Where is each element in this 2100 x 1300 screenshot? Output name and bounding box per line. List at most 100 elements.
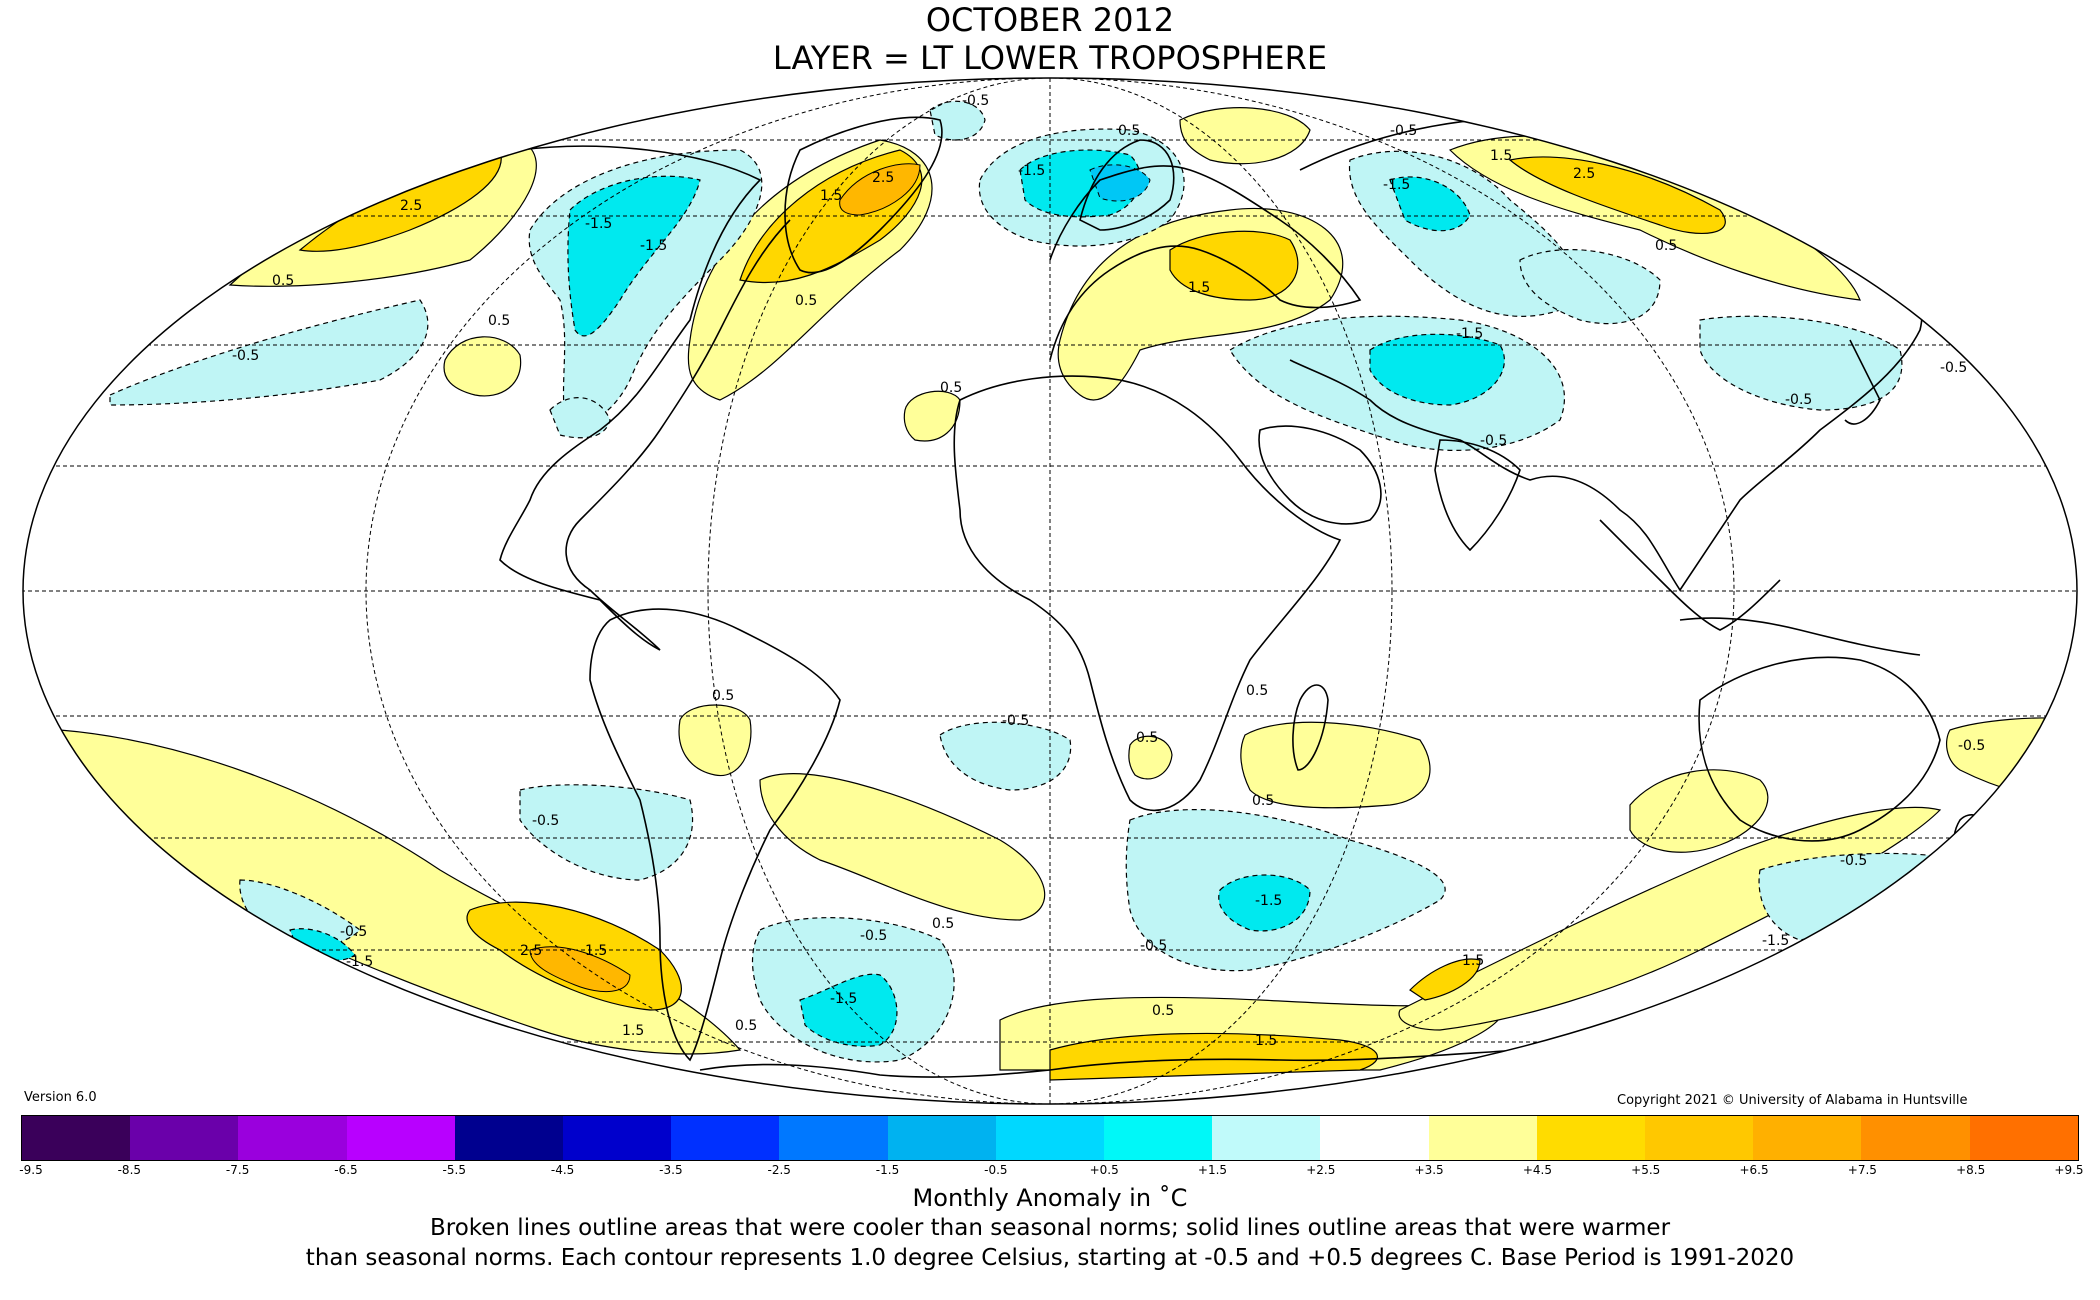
contour-label: -1.5 xyxy=(640,238,667,254)
contour-label: 0.5 xyxy=(488,313,510,329)
contour-label: 2.5 xyxy=(872,170,894,186)
colorbar-tick: +5.5 xyxy=(1631,1163,1661,1177)
contour-label: 1.5 xyxy=(622,1023,644,1039)
caption-line-2: than seasonal norms. Each contour repres… xyxy=(305,1245,1795,1271)
colorbar-tick: +4.5 xyxy=(1522,1163,1552,1177)
colorbar-cell xyxy=(1861,1116,1970,1160)
colorbar-label: Monthly Anomaly in ˚C xyxy=(912,1184,1188,1212)
coast-australia xyxy=(1698,656,1941,842)
cool-region-arctic xyxy=(929,100,986,141)
cool-region-north-pacific xyxy=(109,299,429,406)
colorbar-tick: -4.5 xyxy=(550,1163,575,1177)
colorbar-cell xyxy=(779,1116,888,1160)
contour-label: -0.5 xyxy=(1480,433,1507,449)
colorbar-tick: -6.5 xyxy=(334,1163,358,1177)
contour-label: 0.5 xyxy=(795,293,817,309)
contour-label: -1.5 xyxy=(1383,177,1410,193)
contour-label: 0.5 xyxy=(735,1018,757,1034)
contour-label: 0.5 xyxy=(1655,238,1677,254)
colorbar-cell xyxy=(1212,1116,1321,1160)
coast-africa xyxy=(953,375,1342,812)
colorbar-cell xyxy=(1104,1116,1213,1160)
colorbar-tick: +8.5 xyxy=(1956,1163,1986,1177)
colorbar-cell xyxy=(1536,1116,1646,1160)
warm-region-antarctic-core xyxy=(1049,1032,1379,1081)
colorbar-tick: +6.5 xyxy=(1739,1163,1769,1177)
contour-label: -1.5 xyxy=(1018,163,1045,179)
anomaly-map: 2.5 0.5 -0.5 0.5 -1.5 -1.5 1.5 2.5 0.5 -… xyxy=(22,77,2078,1105)
colorbar-tick: -9.5 xyxy=(19,1163,43,1177)
cool-region-gulf xyxy=(549,397,611,439)
caption-line-1: Broken lines outline areas that were coo… xyxy=(429,1215,1671,1241)
contour-label: 2.5 xyxy=(1573,166,1595,182)
contour-label: -0.5 xyxy=(232,348,259,364)
colorbar-tick: +2.5 xyxy=(1306,1163,1336,1177)
colorbar-tick: -8.5 xyxy=(117,1163,142,1177)
coast-new-zealand xyxy=(1953,814,1986,857)
coast-south-america xyxy=(589,608,841,1062)
warm-region-scandinavia xyxy=(1179,107,1311,165)
colorbar-tick: -3.5 xyxy=(659,1163,683,1177)
coast-japan xyxy=(1844,339,1881,425)
map-subtitle: LAYER = LT LOWER TROPOSPHERE xyxy=(772,39,1328,77)
contour-label: -0.5 xyxy=(532,813,559,829)
coast-arabia xyxy=(1258,425,1382,525)
contour-label: 0.5 xyxy=(272,273,294,289)
cool-region-east-siberia xyxy=(1519,249,1661,325)
contour-label: 0.5 xyxy=(1246,683,1268,699)
colorbar-cell xyxy=(22,1116,131,1160)
colorbar-tick: +1.5 xyxy=(1197,1163,1228,1177)
cool-region-south-america-east xyxy=(519,784,694,881)
colorbar-ticks: -9.5 -8.5 -7.5 -6.5 -5.5 -4.5 -3.5 -2.5 -1.5 -0.5… xyxy=(19,1163,2083,1183)
contour-label: -0.5 xyxy=(1958,738,1985,754)
warm-region-madagascar xyxy=(1240,721,1431,809)
contour-label: 0.5 xyxy=(1152,1003,1174,1019)
version-label: Version 6.0 xyxy=(24,1090,97,1105)
coast-greenland xyxy=(784,116,943,274)
warm-region-australia xyxy=(1629,769,1769,853)
colorbar-cell xyxy=(346,1116,455,1160)
contour-label: -1.5 xyxy=(1255,893,1282,909)
colorbar-cell xyxy=(1753,1116,1862,1160)
contour-label: -0.5 xyxy=(1840,853,1867,869)
coast-indonesia xyxy=(1679,617,1921,656)
contour-label: 0.5 xyxy=(1136,730,1158,746)
coast-india xyxy=(1434,439,1521,552)
colorbar-cell xyxy=(130,1116,239,1160)
contour-label: -0.5 xyxy=(340,924,367,940)
cool-anomaly-regions xyxy=(109,100,1962,1063)
warm-region-greenland-peak xyxy=(839,163,921,216)
contour-label: 0.5 xyxy=(1118,123,1140,139)
colorbar-tick: +3.5 xyxy=(1414,1163,1444,1177)
coast-scandinavia xyxy=(1079,139,1175,231)
contour-label: -0.5 xyxy=(1140,938,1167,954)
contour-label: 1.5 xyxy=(1490,148,1512,164)
contour-label: -0.5 xyxy=(860,928,887,944)
warm-region-south-atlantic xyxy=(759,773,1046,921)
coast-europe xyxy=(1049,165,1362,361)
coast-madagascar xyxy=(1292,684,1329,771)
warm-region-atlantic xyxy=(903,390,961,442)
contour-label: -1.5 xyxy=(1762,933,1789,949)
colorbar-cell xyxy=(238,1116,347,1160)
warm-region-siberia-core xyxy=(1508,156,1726,235)
contour-label: -1.5 xyxy=(830,991,857,1007)
colorbar-cell xyxy=(1645,1116,1754,1160)
contour-label: -0.5 xyxy=(1785,392,1812,408)
colorbar-cell xyxy=(1969,1116,2078,1160)
warm-region-southern-ocean-core xyxy=(1409,958,1481,1001)
globe-outline xyxy=(22,77,2078,1105)
map-title: OCTOBER 2012 xyxy=(925,1,1175,39)
contour-label: 0.5 xyxy=(940,380,962,396)
contour-label: -1.5 xyxy=(585,216,612,232)
contour-label: -1.5 xyxy=(1456,326,1483,342)
colorbar-tick: -5.5 xyxy=(442,1163,466,1177)
colorbar-cell xyxy=(563,1116,672,1160)
colorbar-cell xyxy=(887,1116,996,1160)
contour-label: 2.5 xyxy=(520,943,542,959)
colorbar-tick: +7.5 xyxy=(1847,1163,1877,1177)
contour-label: 0.5 xyxy=(1252,793,1274,809)
warm-region-south-america xyxy=(678,704,752,777)
warm-region-western-us xyxy=(443,336,522,397)
cool-region-scandinavia-peak xyxy=(1089,164,1151,202)
